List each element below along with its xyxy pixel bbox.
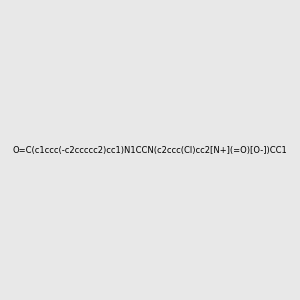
Text: O=C(c1ccc(-c2ccccc2)cc1)N1CCN(c2ccc(Cl)cc2[N+](=O)[O-])CC1: O=C(c1ccc(-c2ccccc2)cc1)N1CCN(c2ccc(Cl)c…	[13, 146, 287, 154]
